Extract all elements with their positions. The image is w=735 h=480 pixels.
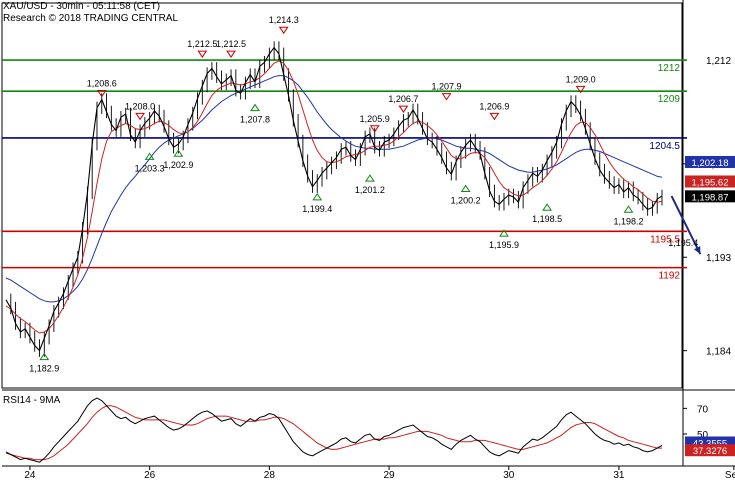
- swing-high-marker: [135, 112, 146, 121]
- swing-low-label: 1,202.9: [163, 160, 193, 170]
- swing-low-marker: [39, 352, 50, 361]
- slow-moving-average-line: [5, 75, 663, 303]
- rsi-moving-average-line: [5, 405, 662, 461]
- level-label: 1209: [658, 94, 681, 105]
- swing-low-label: 1,195.9: [489, 240, 519, 250]
- fast-moving-average-line: [5, 60, 663, 334]
- level-label: 1192: [658, 271, 680, 282]
- swing-high-marker: [369, 125, 380, 133]
- swing-low-marker: [499, 229, 509, 237]
- rsi-tag-label: 43.3555: [693, 438, 727, 449]
- swing-low-marker: [460, 184, 471, 193]
- price-tag-label: 1,198.87: [692, 192, 729, 203]
- price-y-tick-label: 1,193: [706, 253, 731, 264]
- swing-low-marker: [364, 174, 375, 182]
- swing-high-label: 1,208.0: [125, 101, 155, 111]
- swing-high-marker: [197, 50, 208, 58]
- x-tick-label: 24: [24, 470, 36, 480]
- swing-high-marker: [489, 112, 500, 121]
- x-tick-label: 26: [144, 470, 156, 480]
- swing-high-label: 1,212.5: [216, 39, 246, 49]
- swing-low-label: 1,200.2: [451, 196, 481, 206]
- swing-high-marker: [575, 85, 586, 94]
- x-tick-label: 29: [384, 470, 396, 480]
- swing-high-label: 1,206.9: [479, 101, 509, 111]
- swing-low-label: 1,203.3: [135, 163, 165, 173]
- price-tag-box: [685, 155, 735, 168]
- swing-low-label: 1,198.2: [613, 216, 643, 226]
- price-tag-label: 1,202.18: [692, 158, 729, 169]
- swing-low-label: 1,182.9: [29, 364, 59, 374]
- rsi-y-tick-label: 50: [697, 430, 709, 441]
- swing-low-label: 1,198.5: [532, 214, 562, 224]
- price-line: [5, 46, 663, 352]
- rsi-tag-box: [685, 444, 735, 457]
- swing-low-marker: [312, 192, 323, 201]
- price-tag-label: 1,195.62: [692, 177, 729, 188]
- projection-arrow-shaft: [670, 195, 702, 255]
- swing-low-marker: [173, 149, 184, 157]
- level-label: 1195.5: [650, 234, 680, 245]
- rsi-y-tick-label: 70: [697, 404, 709, 415]
- swing-high-marker: [441, 93, 452, 101]
- x-tick-label: 28: [264, 470, 276, 480]
- swing-high-label: 1,205.9: [360, 114, 390, 124]
- swing-high-label: 1,212.5: [187, 39, 217, 49]
- swing-high-label: 1,209.0: [566, 74, 596, 84]
- level-label: 1212: [658, 63, 681, 74]
- projection-target-label: 1,195.4: [668, 238, 698, 248]
- price-wicks: [10, 41, 663, 357]
- rsi-tag-label: 37.3276: [693, 446, 727, 457]
- chart-research-credit: Research © 2018 TRADING CENTRAL: [3, 13, 179, 24]
- swing-low-marker: [623, 205, 634, 213]
- swing-low-label: 1,207.8: [240, 115, 270, 125]
- swing-high-label: 1,207.9: [432, 82, 462, 92]
- swing-high-label: 1,214.3: [269, 15, 299, 25]
- projection-arrow-head: [693, 246, 701, 255]
- swing-low-marker: [250, 103, 260, 112]
- price-y-tick-label: 1,184: [706, 347, 731, 358]
- rsi-panel-title: RSI14 - 9MA: [3, 395, 61, 406]
- swing-high-marker: [226, 50, 236, 58]
- price-tag-box: [685, 175, 735, 188]
- swing-high-label: 1,206.7: [388, 94, 418, 104]
- swing-low-label: 1,199.4: [302, 204, 332, 214]
- price-panel-frame: [1, 2, 683, 389]
- swing-high-marker: [398, 105, 409, 113]
- x-tick-label: 30: [503, 470, 515, 480]
- swing-high-label: 1,208.6: [87, 79, 117, 89]
- x-tick-label: Sep: [725, 470, 735, 480]
- rsi-line: [5, 397, 663, 463]
- price-tag-box: [685, 190, 735, 203]
- swing-low-marker: [144, 152, 155, 160]
- level-label: 1204.5: [649, 141, 680, 152]
- swing-high-marker: [96, 90, 107, 98]
- x-tick-label: 31: [613, 470, 625, 480]
- swing-low-label: 1,201.2: [355, 185, 385, 195]
- chart-symbol-title: XAU/USD - 30min - 05:11:58 (CET): [3, 1, 161, 12]
- swing-high-marker: [278, 26, 289, 35]
- swing-low-marker: [542, 203, 553, 211]
- price-y-tick-label: 1,212: [706, 56, 731, 67]
